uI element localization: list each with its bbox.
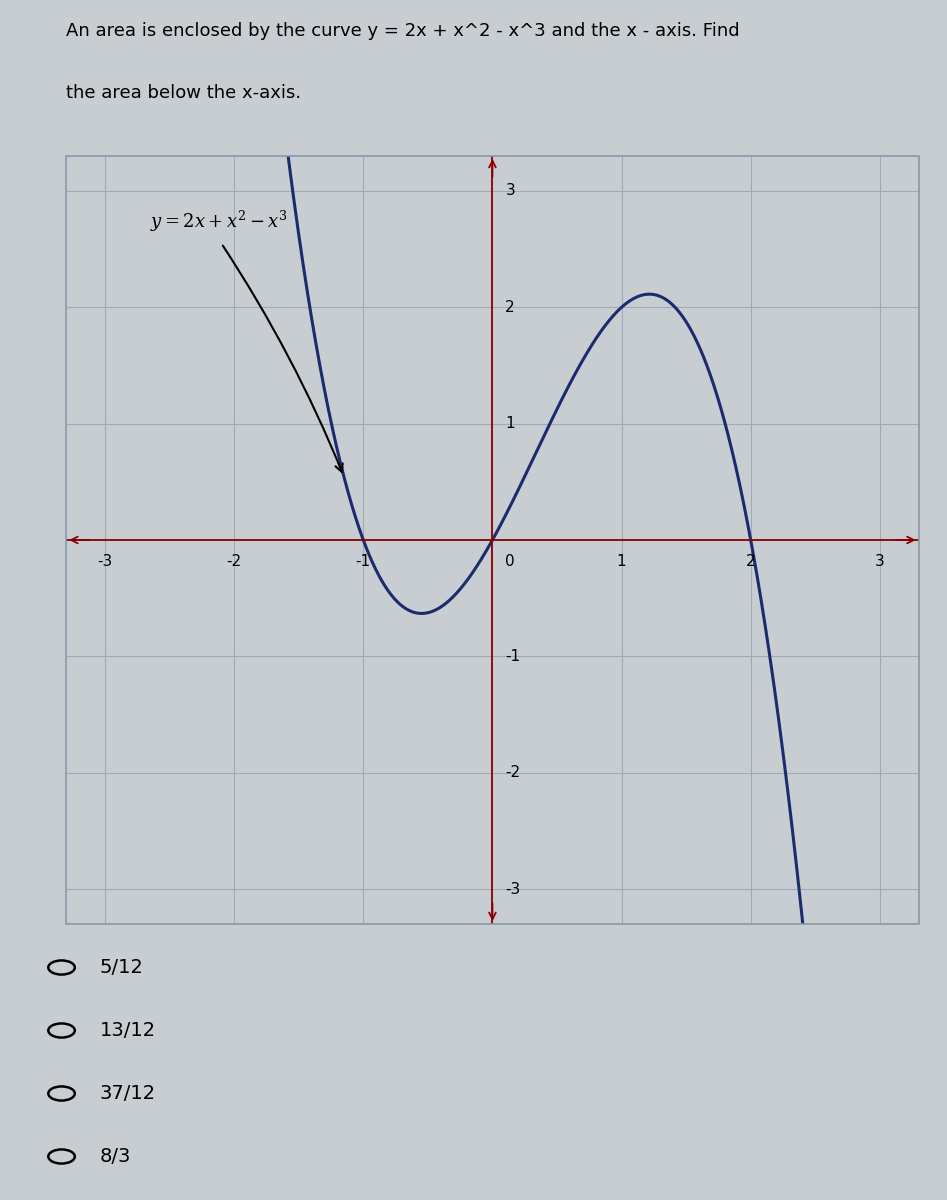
Text: 3: 3 [506,184,515,198]
Text: 5/12: 5/12 [99,958,143,977]
Text: An area is enclosed by the curve y = 2x + x^2 - x^3 and the x - axis. Find: An area is enclosed by the curve y = 2x … [66,22,740,40]
Text: 0: 0 [506,554,515,569]
Text: 2: 2 [746,554,756,569]
Text: 8/3: 8/3 [99,1147,131,1166]
Bar [66,156,919,924]
Text: -3: -3 [506,882,521,896]
Text: the area below the x-axis.: the area below the x-axis. [66,84,301,102]
Text: -2: -2 [506,766,521,780]
Text: 13/12: 13/12 [99,1021,155,1040]
Text: $y = 2x + x^2 - x^3$: $y = 2x + x^2 - x^3$ [151,209,288,234]
Text: -1: -1 [356,554,371,569]
Text: 3: 3 [875,554,884,569]
Text: 2: 2 [506,300,515,314]
Text: -3: -3 [98,554,113,569]
Text: 1: 1 [506,416,515,431]
Text: -2: -2 [226,554,241,569]
Text: 37/12: 37/12 [99,1084,155,1103]
Text: 1: 1 [616,554,626,569]
Text: -1: -1 [506,649,521,664]
